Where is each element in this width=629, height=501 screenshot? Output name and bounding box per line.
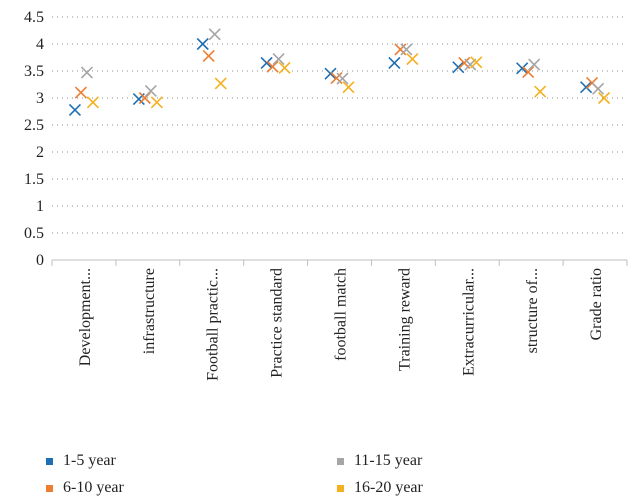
point-series-1-cat-5 — [394, 43, 407, 56]
point-series-2-cat-1 — [144, 84, 157, 98]
point-series-0-cat-5 — [388, 56, 401, 69]
point-series-3-cat-6 — [470, 56, 483, 69]
x-category-label: Extracurricular... — [460, 268, 477, 376]
point-series-3-cat-0 — [86, 96, 100, 109]
x-category-label: Grade ratio — [588, 268, 605, 340]
point-series-1-cat-2 — [202, 49, 215, 62]
point-series-2-cat-8 — [591, 82, 605, 95]
point-series-3-cat-4 — [342, 81, 355, 94]
point-series-3-cat-2 — [214, 77, 227, 90]
x-category-label: Football practic... — [205, 268, 222, 381]
y-tick-label: 2.5 — [24, 117, 44, 134]
point-series-0-cat-0 — [68, 103, 82, 116]
point-series-0-cat-6 — [452, 61, 465, 74]
point-series-2-cat-4 — [336, 72, 349, 85]
y-tick-label: 4.5 — [24, 9, 44, 26]
point-series-3-cat-1 — [150, 96, 163, 109]
point-series-1-cat-0 — [74, 86, 88, 99]
gridlines — [52, 16, 627, 234]
point-series-2-cat-3 — [272, 53, 285, 66]
x-axis-category-labels: Development... infrastructure Football pra… — [77, 268, 605, 381]
y-tick-label: 0 — [36, 252, 44, 269]
point-series-3-cat-8 — [597, 91, 611, 105]
x-category-label: infrastructure — [141, 268, 158, 354]
point-series-2-cat-2 — [208, 28, 221, 41]
point-series-3-cat-7 — [534, 85, 547, 98]
x-category-label: Development... — [77, 268, 94, 366]
point-series-0-cat-8 — [579, 81, 593, 94]
data-points — [68, 28, 611, 116]
point-series-2-cat-7 — [528, 58, 541, 71]
x-category-label: Training reward — [396, 268, 413, 371]
y-axis-tick-labels: 0 0.5 1 1.5 2 2.5 3 3.5 4 4.5 — [24, 9, 44, 269]
point-series-3-cat-5 — [406, 53, 419, 66]
y-tick-label: 4 — [36, 36, 44, 53]
y-tick-label: 3 — [36, 90, 44, 107]
point-series-1-cat-4 — [330, 71, 343, 85]
point-series-0-cat-2 — [196, 37, 209, 51]
y-tick-label: 2 — [36, 144, 44, 161]
point-series-1-cat-3 — [266, 60, 279, 73]
y-tick-label: 0.5 — [24, 225, 44, 242]
x-category-label: structure of... — [524, 268, 541, 353]
x-category-label: football match — [333, 268, 350, 361]
x-category-label: Practice standard — [269, 268, 286, 378]
x-axis — [51, 259, 628, 266]
point-series-2-cat-0 — [80, 66, 94, 79]
y-tick-label: 3.5 — [24, 63, 44, 80]
y-tick-label: 1.5 — [24, 171, 44, 188]
point-series-1-cat-7 — [522, 66, 535, 79]
point-series-2-cat-5 — [400, 43, 413, 56]
point-series-0-cat-4 — [324, 67, 337, 80]
point-series-3-cat-3 — [278, 61, 291, 74]
point-series-0-cat-7 — [516, 62, 529, 75]
point-series-0-cat-3 — [260, 56, 273, 69]
y-tick-label: 1 — [36, 198, 44, 215]
